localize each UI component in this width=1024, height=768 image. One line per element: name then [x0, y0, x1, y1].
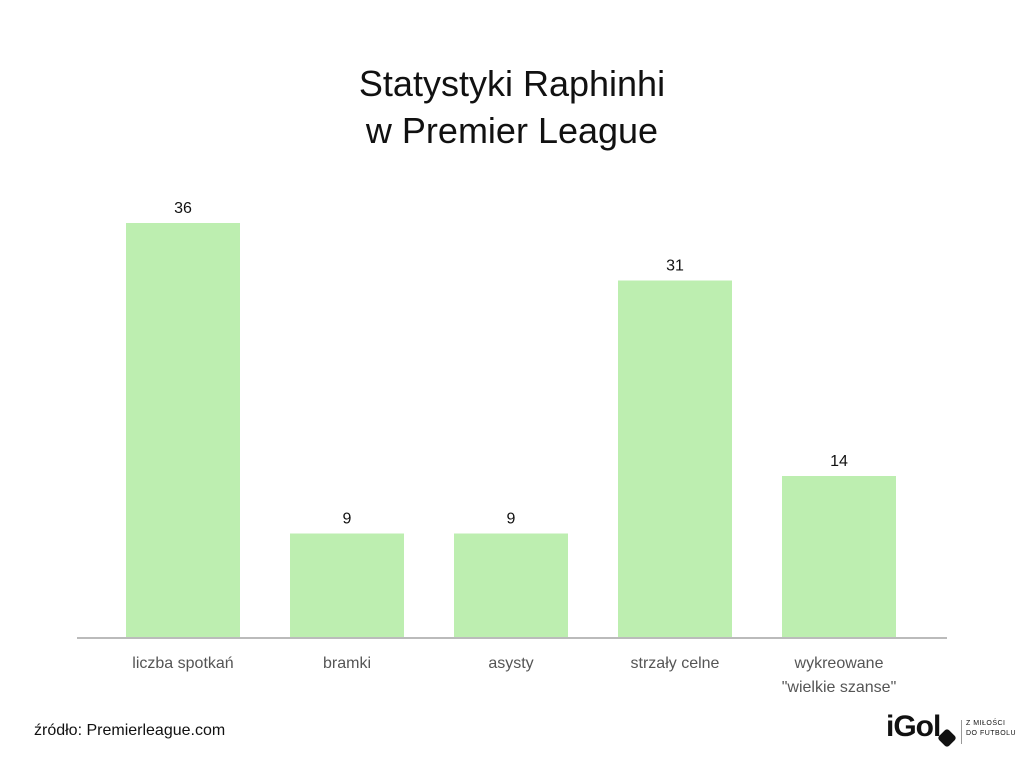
chart-title: Statystyki Raphinhi w Premier League — [0, 60, 1024, 154]
logo-tagline: Z MIŁOŚCI DO FUTBOLU — [966, 719, 1016, 739]
bar-3 — [618, 280, 732, 637]
source-note: źródło: Premierleague.com — [34, 722, 226, 739]
chart-title-line-2: w Premier League — [365, 110, 659, 151]
chart-title-line-1: Statystyki Raphinhi — [358, 63, 666, 104]
bars-group — [126, 223, 896, 637]
logo-tagline-line-1: Z MIŁOŚCI — [966, 720, 1006, 727]
logo-tagline-line-2: DO FUTBOLU — [966, 730, 1017, 737]
category-label-4-line-1: "wielkie szanse" — [782, 679, 897, 696]
value-labels-group: 36 9 9 31 14 — [174, 200, 848, 528]
igol-logo[interactable]: iGol Z MIŁOŚCI DO FUTBOLU — [886, 708, 1018, 752]
bar-4 — [782, 476, 896, 637]
value-label-0: 36 — [174, 200, 192, 217]
value-label-1: 9 — [343, 511, 352, 528]
category-label-4-line-0: wykreowane — [794, 655, 884, 672]
bar-0 — [126, 223, 240, 637]
value-label-2: 9 — [507, 511, 516, 528]
category-label-1: bramki — [323, 655, 371, 672]
logo-wordmark: iGol — [886, 710, 941, 743]
value-label-3: 31 — [666, 258, 684, 275]
value-label-4: 14 — [830, 453, 848, 470]
category-label-3: strzały celne — [631, 655, 720, 672]
category-label-2: asysty — [488, 655, 533, 672]
bar-2 — [454, 533, 568, 637]
category-label-0: liczba spotkań — [132, 655, 233, 672]
logo-divider — [961, 720, 962, 744]
category-labels-group: liczba spotkań bramki asysty strzały celne w… — [132, 655, 896, 696]
bar-1 — [290, 533, 404, 637]
